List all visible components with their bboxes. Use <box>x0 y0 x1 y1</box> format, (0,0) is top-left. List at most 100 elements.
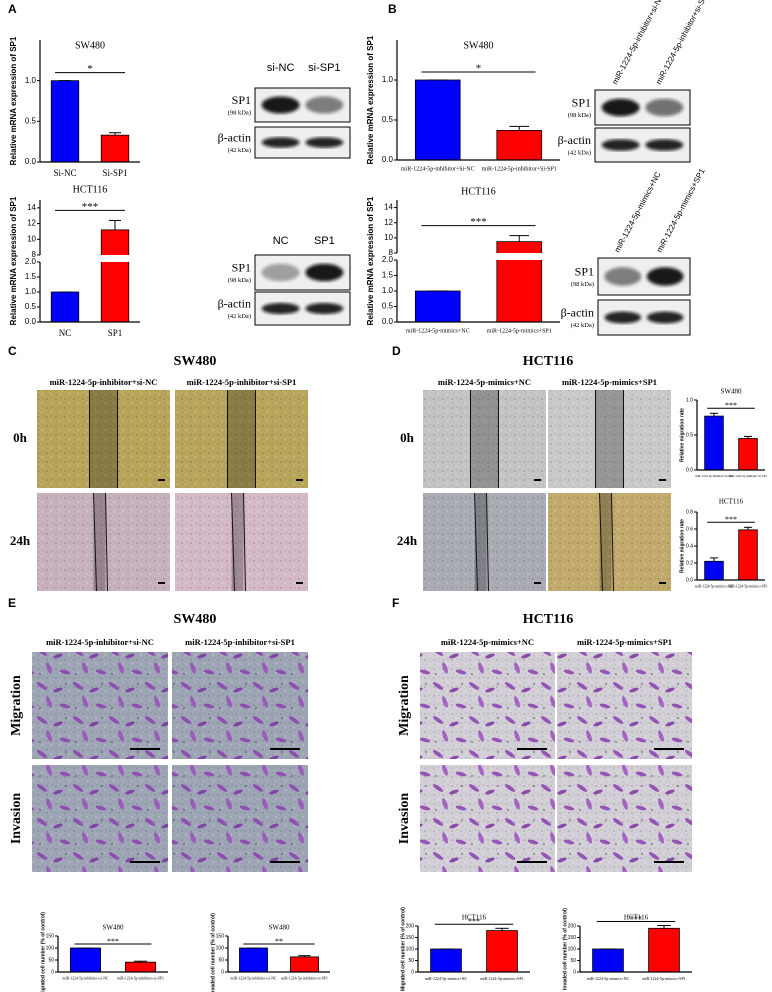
wound-gap <box>599 493 612 591</box>
y-tick-label: 200 <box>568 923 577 929</box>
bar <box>648 927 680 973</box>
row-label: Invasion <box>397 793 412 845</box>
y-tick-label: 0.6 <box>686 526 693 532</box>
row-label: Invasion <box>9 793 24 845</box>
cell-layer <box>32 765 168 872</box>
size-label: (98 kDa) <box>228 109 251 116</box>
blot-band <box>261 137 300 148</box>
y-tick-label: 0.0 <box>25 157 37 166</box>
x-tick-label: NC <box>59 328 72 338</box>
bar <box>50 80 80 163</box>
column-header: miR-1224-5p-mimics+SP1 <box>562 377 657 387</box>
size-label: (42 kDa) <box>228 147 251 154</box>
bar <box>414 290 461 323</box>
x-tick-label: miR-1224-5p-inhibitor+si-SP1 <box>281 977 328 981</box>
y-tick-label: 0.2 <box>686 560 693 566</box>
x-tick-label: miR-1224-5p-mimics+NC <box>587 976 630 981</box>
micrograph-texture <box>175 493 308 591</box>
y-axis-label: Invaded cell number (% of control) <box>210 913 216 992</box>
y-tick-label: 0.5 <box>25 302 37 311</box>
column-header: miR-1224-5p-mimics+NC <box>438 377 531 387</box>
bar <box>100 229 130 323</box>
wound-gap <box>89 390 118 488</box>
cell-layer <box>172 652 308 759</box>
y-axis-label: Relative migration rate <box>679 519 685 573</box>
bar <box>124 961 157 973</box>
cell-layer <box>557 652 692 759</box>
chart-title: SW480 <box>75 40 105 51</box>
cell-layer <box>557 765 692 872</box>
column-header: miR-1224-5p-mimics+SP1 <box>577 637 672 647</box>
wound-gap <box>93 493 106 591</box>
wound-edge <box>611 492 614 592</box>
bar <box>486 930 518 973</box>
y-tick-label: 150 <box>406 935 415 941</box>
x-tick-label: Si-NC <box>53 168 76 178</box>
y-tick-label: 14 <box>27 203 36 212</box>
y-tick-label: 0.5 <box>686 432 693 438</box>
y-tick-label: 8 <box>389 248 394 257</box>
blot-band <box>645 139 684 151</box>
bar <box>738 438 758 471</box>
size-label: (98 kDa) <box>568 112 591 119</box>
protein-label: SP1 <box>572 95 591 109</box>
section-title: HCT116 <box>523 612 574 627</box>
panel-label: B <box>388 2 397 16</box>
y-axis-label: Invaded cell number (% of control) <box>562 908 568 990</box>
y-tick-label: 200 <box>406 923 415 929</box>
protein-label: β-actin <box>218 296 251 310</box>
wound-edge <box>599 492 603 592</box>
y-tick-label: 14 <box>384 203 393 212</box>
section-title: SW480 <box>174 612 217 627</box>
wound-gap <box>227 390 256 488</box>
cell-layer <box>172 765 308 872</box>
wound-edge <box>231 492 235 592</box>
y-tick-label: 10 <box>384 233 393 242</box>
bar <box>496 129 543 161</box>
y-tick-label: 1.0 <box>382 286 394 295</box>
y-tick-label: 1.0 <box>686 397 693 403</box>
panel-label: A <box>8 2 17 16</box>
blot-band <box>604 267 642 286</box>
wound-edge <box>105 492 108 592</box>
column-header: miR-1224-5p-inhibitor+si-SP1 <box>187 377 297 387</box>
micrograph-texture <box>423 493 546 591</box>
y-tick-label: 100 <box>406 946 415 952</box>
y-tick-label: 0.4 <box>686 543 693 549</box>
chart-title: SW480 <box>269 924 291 932</box>
lane-label: si-NC <box>267 62 295 74</box>
significance-label: *** <box>630 914 642 923</box>
row-label: 24h <box>10 533 31 548</box>
y-tick-label: 8 <box>32 250 37 259</box>
blot-band <box>601 139 640 151</box>
column-header: miR-1224-5p-inhibitor+si-NC <box>50 377 158 387</box>
chart-title: SW480 <box>464 40 494 51</box>
significance-label: * <box>87 63 93 75</box>
significance-label: * <box>476 62 482 74</box>
column-header: miR-1224-5p-mimics+NC <box>441 637 534 647</box>
bar <box>100 134 130 163</box>
bar <box>290 956 319 973</box>
bar <box>704 415 724 471</box>
blot-band <box>604 311 642 324</box>
y-tick-label: 50 <box>570 958 576 964</box>
y-tick-label: 0.5 <box>382 302 394 311</box>
y-tick-label: 2.0 <box>25 257 37 266</box>
x-tick-label: miR-1224-5p-mimics+SP1 <box>729 584 768 588</box>
wound-edge <box>486 492 489 592</box>
y-tick-label: 150 <box>568 935 577 941</box>
x-tick-label: miR-1224-5p-inhibitor+Si-SP1 <box>482 166 557 172</box>
y-axis-label: Migrated cell number (% of control) <box>400 907 406 991</box>
y-tick-label: 50 <box>218 957 224 963</box>
micrograph-texture <box>548 390 671 488</box>
size-label: (98 kDa) <box>228 277 251 284</box>
blot-band <box>646 311 684 324</box>
y-tick-label: 150 <box>216 933 225 939</box>
blot-band <box>261 302 300 315</box>
significance-label: *** <box>468 917 480 926</box>
x-tick-label: miR-1224-5p-inhibitor+si-NC <box>230 977 276 981</box>
y-tick-label: 1.0 <box>382 75 394 84</box>
chart-title: HCT116 <box>73 184 108 195</box>
size-label: (42 kDa) <box>571 322 594 329</box>
y-tick-label: 0.0 <box>25 317 37 326</box>
